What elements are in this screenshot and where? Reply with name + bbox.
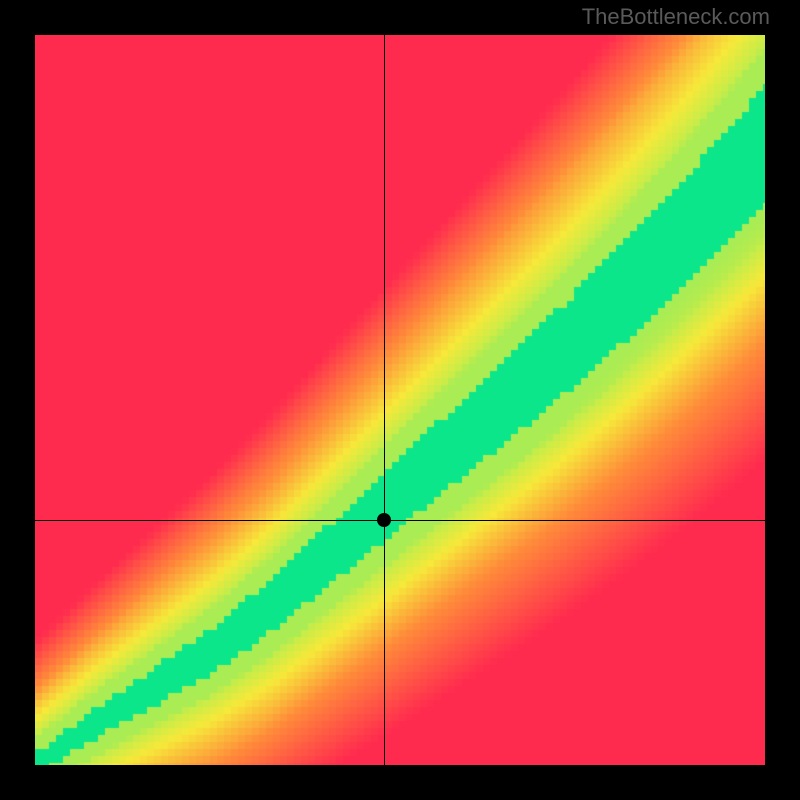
watermark-text: TheBottleneck.com: [582, 4, 770, 30]
plot-area: [35, 35, 765, 765]
crosshair-horizontal: [35, 520, 765, 521]
crosshair-vertical: [384, 35, 385, 765]
heatmap-canvas: [35, 35, 765, 765]
data-point-marker: [377, 513, 391, 527]
